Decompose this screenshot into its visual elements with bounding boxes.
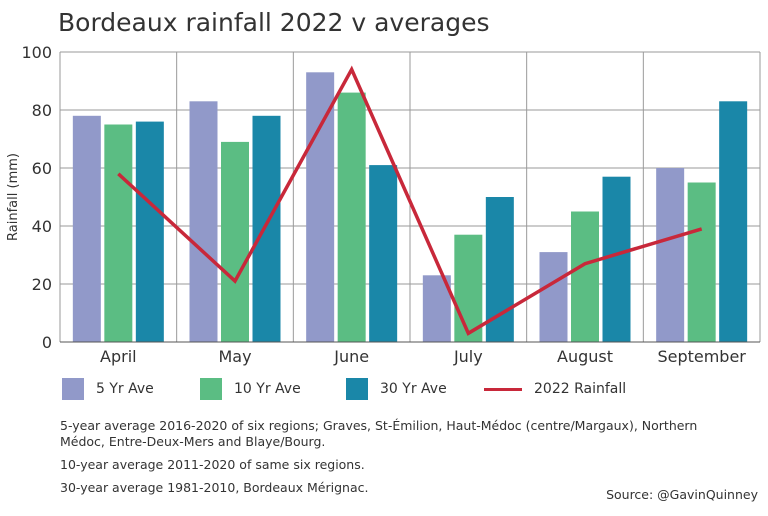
legend-swatch-5yr [62,378,84,400]
bar-30-yr-ave-august [602,176,631,342]
chart-source: Source: @GavinQuinney [606,487,758,502]
bar-10-yr-ave-september [687,182,716,342]
bar-5-yr-ave-august [539,252,568,342]
rainfall-chart: 0 20 40 60 80 100 April May June July August Septem… [6,43,761,366]
legend-line-2022 [484,387,522,391]
bar-10-yr-ave-july [454,234,483,342]
bar-5-yr-ave-may [189,101,218,342]
y-tick-label-20: 20 [32,275,52,294]
y-tick-label-80: 80 [32,101,52,120]
legend-label-10yr: 10 Yr Ave [234,381,301,397]
note-5yr: 5-year average 2016-2020 of six regions;… [60,418,698,449]
bar-10-yr-ave-april [104,124,133,342]
legend-item-5yr: 5 Yr Ave [62,378,154,400]
chart-title: Bordeaux rainfall 2022 v averages [58,8,490,37]
y-tick-label-60: 60 [32,159,52,178]
legend-item-30yr: 30 Yr Ave [346,378,447,400]
chart-legend: 5 Yr Ave 10 Yr Ave 30 Yr Ave 2022 Rainfa… [62,378,682,400]
legend-swatch-30yr [346,378,368,400]
note-10yr: 10-year average 2011-2020 of same six re… [60,457,365,472]
bar-10-yr-ave-august [571,211,599,342]
bar-5-yr-ave-june [306,72,335,343]
bar-10-yr-ave-june [337,92,366,342]
legend-item-2022: 2022 Rainfall [484,378,626,400]
legend-label-5yr: 5 Yr Ave [96,381,154,397]
y-axis-label: Rainfall (mm) [6,153,21,241]
legend-item-10yr: 10 Yr Ave [200,378,301,400]
x-tick-label-april: April [100,347,137,366]
x-tick-label-july: July [453,347,483,366]
y-tick-label-40: 40 [32,217,52,236]
legend-label-2022: 2022 Rainfall [534,381,627,397]
y-tick-label-0: 0 [42,333,52,352]
bar-10-yr-ave-may [221,141,249,342]
bar-5-yr-ave-april [72,115,101,342]
bar-30-yr-ave-september [719,101,748,342]
bar-30-yr-ave-april [135,121,164,342]
chart-notes: 5-year average 2016-2020 of six regions;… [60,418,760,503]
bar-30-yr-ave-june [369,165,398,342]
x-tick-label-september: September [657,347,746,366]
legend-swatch-10yr [200,378,222,400]
bar-30-yr-ave-may [252,115,281,342]
x-tick-label-june: June [333,347,369,366]
series-line-2022-rainfall [117,65,703,336]
bar-30-yr-ave-july [485,197,514,342]
x-tick-label-may: May [218,347,251,366]
x-tick-label-august: August [557,347,613,366]
note-30yr: 30-year average 1981-2010, Bordeaux Méri… [60,480,369,495]
y-tick-label-100: 100 [21,43,52,62]
legend-label-30yr: 30 Yr Ave [380,381,447,397]
bar-5-yr-ave-september [656,168,685,342]
